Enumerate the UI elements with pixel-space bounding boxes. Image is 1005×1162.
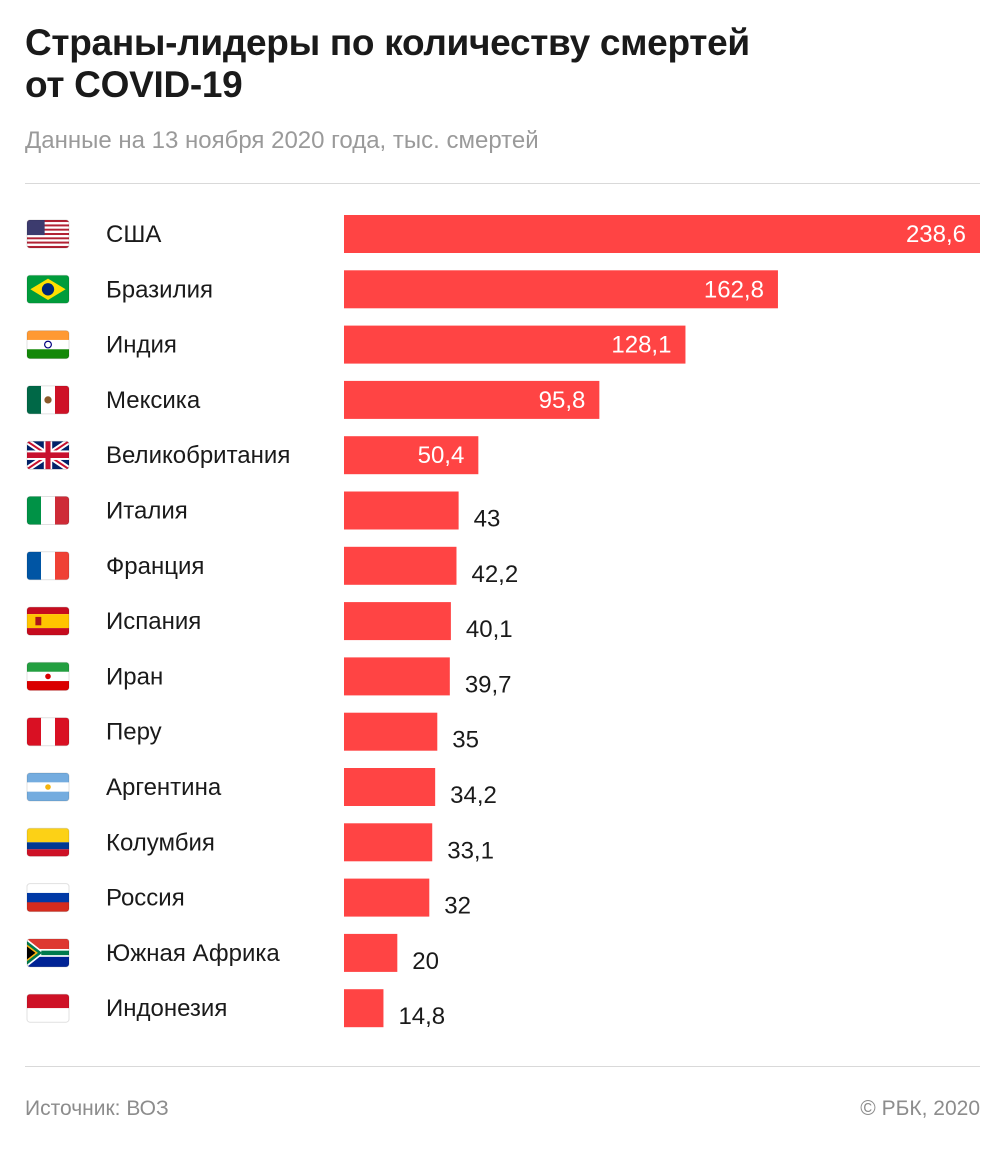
value-label: 40,1 [466,616,513,643]
bar [344,602,451,641]
bar [344,270,778,309]
country-label: Иран [106,663,163,690]
bar-row: Мексика 95,8 [26,380,600,419]
country-label: Великобритания [106,442,290,469]
value-label: 95,8 [539,387,586,414]
value-label: 39,7 [465,671,512,698]
france-flag-icon [26,551,70,581]
value-label: 238,6 [906,221,966,248]
bar-row: Перу 35 [26,712,479,754]
bar [344,436,479,475]
bar-row: Россия 32 [26,878,471,920]
india-flag-icon [26,330,70,360]
iran-flag-icon [26,661,70,691]
country-label: Бразилия [106,276,213,303]
bar [344,325,686,364]
bar-row: Иран 39,7 [26,657,512,698]
value-label: 34,2 [450,782,497,809]
country-label: Испания [106,608,201,635]
bottom-divider [25,1066,980,1067]
bar-row: Южная Африка 20 [26,933,439,975]
bar [344,823,433,862]
argentina-flag-icon [26,772,70,802]
value-label: 50,4 [418,442,465,469]
mexico-flag-icon [26,385,70,415]
copyright-note: © РБК, 2020 [860,1097,980,1120]
bar-row: Бразилия 162,8 [26,270,778,309]
bar-row: Испания 40,1 [26,602,513,643]
value-label: 20 [412,948,439,975]
value-label: 43 [474,506,501,533]
value-label: 128,1 [611,332,671,359]
us-flag-icon [26,219,70,249]
country-label: Перу [106,719,162,746]
bar [344,215,980,253]
bar-row: Индонезия 14,8 [26,989,445,1030]
bar [344,657,450,696]
bar [344,712,438,751]
value-label: 35 [452,727,479,754]
bar [344,491,459,530]
source-note: Источник: ВОЗ [25,1097,169,1120]
bar-row: Великобритания 50,4 [26,436,479,475]
peru-flag-icon [26,717,70,747]
chart-title-line-1: Страны-лидеры по количеству смертей [25,22,750,63]
indonesia-flag-icon [26,993,70,1023]
bar [344,933,398,972]
brazil-flag-icon [26,274,70,304]
country-label: Колумбия [106,829,215,856]
country-label: Мексика [106,387,201,414]
bar-row: Италия 43 [26,491,501,533]
uk-flag-icon [26,440,70,470]
bar-row: Колумбия 33,1 [26,823,494,864]
country-label: Индонезия [106,995,227,1022]
bar [344,380,600,419]
bar-row: Аргентина 34,2 [26,768,497,809]
country-label: США [106,221,161,248]
bar-row: Франция 42,2 [26,546,518,588]
bar [344,989,384,1028]
bar [344,546,457,585]
colombia-flag-icon [26,827,70,857]
country-label: Индия [106,332,177,359]
value-label: 42,2 [471,561,518,588]
value-label: 32 [444,893,471,920]
south-africa-flag-icon [26,938,70,968]
value-label: 162,8 [704,276,764,303]
value-label: 14,8 [398,1003,445,1030]
country-label: Россия [106,885,185,912]
value-label: 33,1 [447,837,494,864]
top-divider [25,183,980,184]
chart-title: Страны-лидеры по количеству смертей от C… [25,22,925,106]
chart-title-line-2: от COVID-19 [25,64,243,105]
russia-flag-icon [26,883,70,913]
bar-chart: США 238,6 Бразилия 162,8 Индия 128,1 Мексика 95… [26,215,980,1030]
country-label: Италия [106,498,188,525]
country-label: Франция [106,553,204,580]
italy-flag-icon [26,496,70,525]
country-label: Южная Африка [106,940,280,967]
country-label: Аргентина [106,774,222,801]
bar [344,878,430,917]
bar [344,768,436,806]
spain-flag-icon [26,606,70,636]
chart-subtitle: Данные на 13 ноября 2020 года, тыс. смер… [25,127,539,154]
bar-row: Индия 128,1 [26,325,686,364]
bar-row: США 238,6 [26,215,980,253]
